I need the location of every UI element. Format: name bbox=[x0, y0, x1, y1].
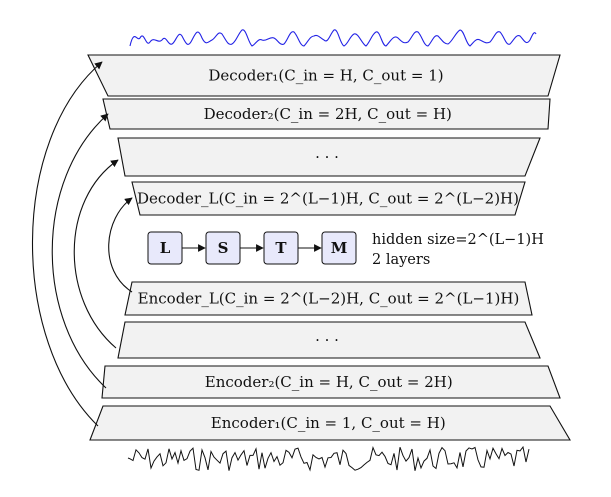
layer-label: Decoder_L(C_in = 2^(L−1)H, C_out = 2^(L−… bbox=[137, 190, 519, 208]
layer-label: Decoder₂(C_in = 2H, C_out = H) bbox=[204, 105, 452, 123]
layer-band bbox=[87, 54, 561, 97]
layer-band bbox=[117, 321, 541, 359]
lstm-block-label: S bbox=[218, 239, 229, 257]
lstm-block-m: M bbox=[321, 231, 357, 265]
layer-decoder-2: Decoder₂(C_in = 2H, C_out = H) bbox=[102, 98, 551, 130]
layer-band bbox=[124, 281, 533, 316]
lstm-block-label: L bbox=[160, 239, 171, 257]
layers-note: 2 layers bbox=[372, 252, 430, 268]
lstm-block-s: S bbox=[205, 231, 241, 265]
hidden-size-note: hidden size=2^(L−1)H bbox=[372, 232, 544, 248]
layer-encoder-dots: · · · bbox=[117, 321, 541, 359]
layer-label: Encoder₁(C_in = 1, C_out = H) bbox=[211, 414, 446, 432]
lstm-block-label: T bbox=[275, 239, 287, 257]
layer-label: Encoder_L(C_in = 2^(L−2)H, C_out = 2^(L−… bbox=[138, 290, 520, 308]
skip-connection-2 bbox=[51, 113, 109, 389]
input-waveform bbox=[127, 445, 530, 472]
layer-decoder-dots: · · · bbox=[117, 137, 541, 177]
layer-decoder-L: Decoder_L(C_in = 2^(L−1)H, C_out = 2^(L−… bbox=[131, 181, 526, 216]
layer-label: Encoder₂(C_in = H, C_out = 2H) bbox=[205, 373, 453, 391]
skip-connection-4 bbox=[108, 197, 133, 293]
layer-label: · · · bbox=[315, 331, 339, 349]
layer-label: · · · bbox=[315, 148, 339, 166]
layer-encoder-1: Encoder₁(C_in = 1, C_out = H) bbox=[89, 405, 571, 441]
layer-label: Decoder₁(C_in = H, C_out = 1) bbox=[208, 67, 443, 85]
layer-encoder-2: Encoder₂(C_in = H, C_out = 2H) bbox=[101, 365, 561, 399]
layer-decoder-1: Decoder₁(C_in = H, C_out = 1) bbox=[87, 54, 561, 97]
layer-band bbox=[89, 405, 571, 441]
skip-connection-1 bbox=[31, 61, 103, 427]
output-waveform bbox=[129, 29, 537, 47]
layer-encoder-L: Encoder_L(C_in = 2^(L−2)H, C_out = 2^(L−… bbox=[124, 281, 533, 316]
lstm-block-label: M bbox=[331, 239, 348, 257]
layer-band bbox=[101, 365, 561, 399]
skip-connection-3 bbox=[73, 159, 119, 349]
lstm-block-box bbox=[321, 231, 357, 265]
lstm-block-l: L bbox=[147, 231, 183, 265]
layer-band bbox=[131, 181, 526, 216]
layer-band bbox=[117, 137, 541, 177]
lstm-block-t: T bbox=[263, 231, 299, 265]
